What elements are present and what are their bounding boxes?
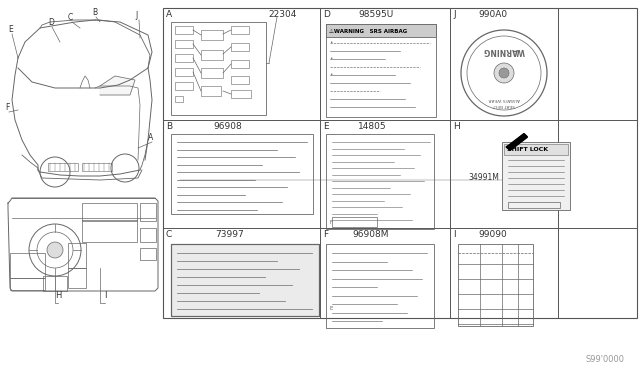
Bar xyxy=(231,90,251,98)
Bar xyxy=(175,26,193,34)
Bar xyxy=(458,244,533,326)
Bar xyxy=(502,142,570,210)
Text: S99'0000: S99'0000 xyxy=(586,355,625,364)
Bar xyxy=(140,228,156,242)
Bar xyxy=(332,217,377,227)
Bar xyxy=(175,96,183,102)
Text: I: I xyxy=(104,291,106,300)
Bar xyxy=(43,276,67,291)
Bar xyxy=(10,278,45,290)
Text: 34991M: 34991M xyxy=(468,173,499,182)
Bar xyxy=(201,86,221,96)
Text: 96908: 96908 xyxy=(213,122,242,131)
Bar xyxy=(231,76,249,84)
Bar xyxy=(48,163,78,171)
Bar xyxy=(140,248,156,260)
Text: E: E xyxy=(330,306,333,311)
Text: •: • xyxy=(329,72,332,77)
Text: H: H xyxy=(55,291,61,300)
Text: I: I xyxy=(453,230,456,239)
Polygon shape xyxy=(100,76,135,95)
Text: 73997: 73997 xyxy=(215,230,244,239)
Text: A: A xyxy=(148,133,153,142)
Text: C: C xyxy=(68,13,73,22)
Text: J: J xyxy=(453,10,456,19)
Bar xyxy=(231,60,249,68)
Bar xyxy=(171,134,313,214)
Text: 99090: 99090 xyxy=(478,230,507,239)
Bar xyxy=(140,203,156,221)
Text: J: J xyxy=(135,11,137,20)
Bar xyxy=(175,54,193,62)
Text: SEAT BELT: SEAT BELT xyxy=(493,103,515,107)
Text: H: H xyxy=(453,122,460,131)
Circle shape xyxy=(47,242,63,258)
Text: 96908M: 96908M xyxy=(352,230,388,239)
Text: F: F xyxy=(330,220,333,225)
Bar xyxy=(171,244,319,316)
Bar xyxy=(201,30,223,40)
Circle shape xyxy=(494,63,514,83)
Bar xyxy=(326,24,436,37)
Bar xyxy=(171,244,319,316)
Bar xyxy=(326,244,434,328)
Text: WARNING: WARNING xyxy=(483,46,525,55)
Text: B: B xyxy=(166,122,172,131)
Bar xyxy=(82,163,112,171)
Bar xyxy=(201,50,223,60)
Bar xyxy=(175,68,193,76)
Text: D: D xyxy=(323,10,330,19)
Text: A: A xyxy=(166,10,172,19)
Bar xyxy=(326,24,436,117)
Polygon shape xyxy=(507,134,527,150)
Text: •: • xyxy=(329,56,332,61)
Text: •: • xyxy=(329,40,332,45)
Bar xyxy=(504,144,568,155)
Text: ALWAYS WEAR: ALWAYS WEAR xyxy=(488,97,520,101)
Text: ⚠WARNING   SRS AIRBAG: ⚠WARNING SRS AIRBAG xyxy=(329,29,407,33)
Bar xyxy=(231,43,249,51)
Bar xyxy=(82,220,137,242)
Bar xyxy=(163,8,637,318)
Bar xyxy=(231,26,249,34)
Text: E: E xyxy=(8,25,13,34)
Text: C: C xyxy=(166,230,172,239)
Text: SHIFT LOCK: SHIFT LOCK xyxy=(507,147,548,152)
Text: F: F xyxy=(323,230,328,239)
Bar xyxy=(68,268,86,288)
Text: D: D xyxy=(48,18,54,27)
Bar xyxy=(508,202,560,208)
Bar xyxy=(326,134,434,229)
Bar xyxy=(68,243,86,268)
Bar xyxy=(175,82,193,90)
Text: F: F xyxy=(5,103,10,112)
Text: 990A0: 990A0 xyxy=(478,10,507,19)
Text: 22304: 22304 xyxy=(268,10,296,19)
Bar xyxy=(201,68,223,78)
Circle shape xyxy=(499,68,509,78)
Text: E: E xyxy=(323,122,328,131)
Text: 98595U: 98595U xyxy=(358,10,393,19)
Bar xyxy=(10,253,45,278)
Bar xyxy=(82,203,137,221)
Bar xyxy=(171,22,266,115)
Text: 14805: 14805 xyxy=(358,122,387,131)
Text: B: B xyxy=(92,8,97,17)
Bar xyxy=(175,40,193,48)
